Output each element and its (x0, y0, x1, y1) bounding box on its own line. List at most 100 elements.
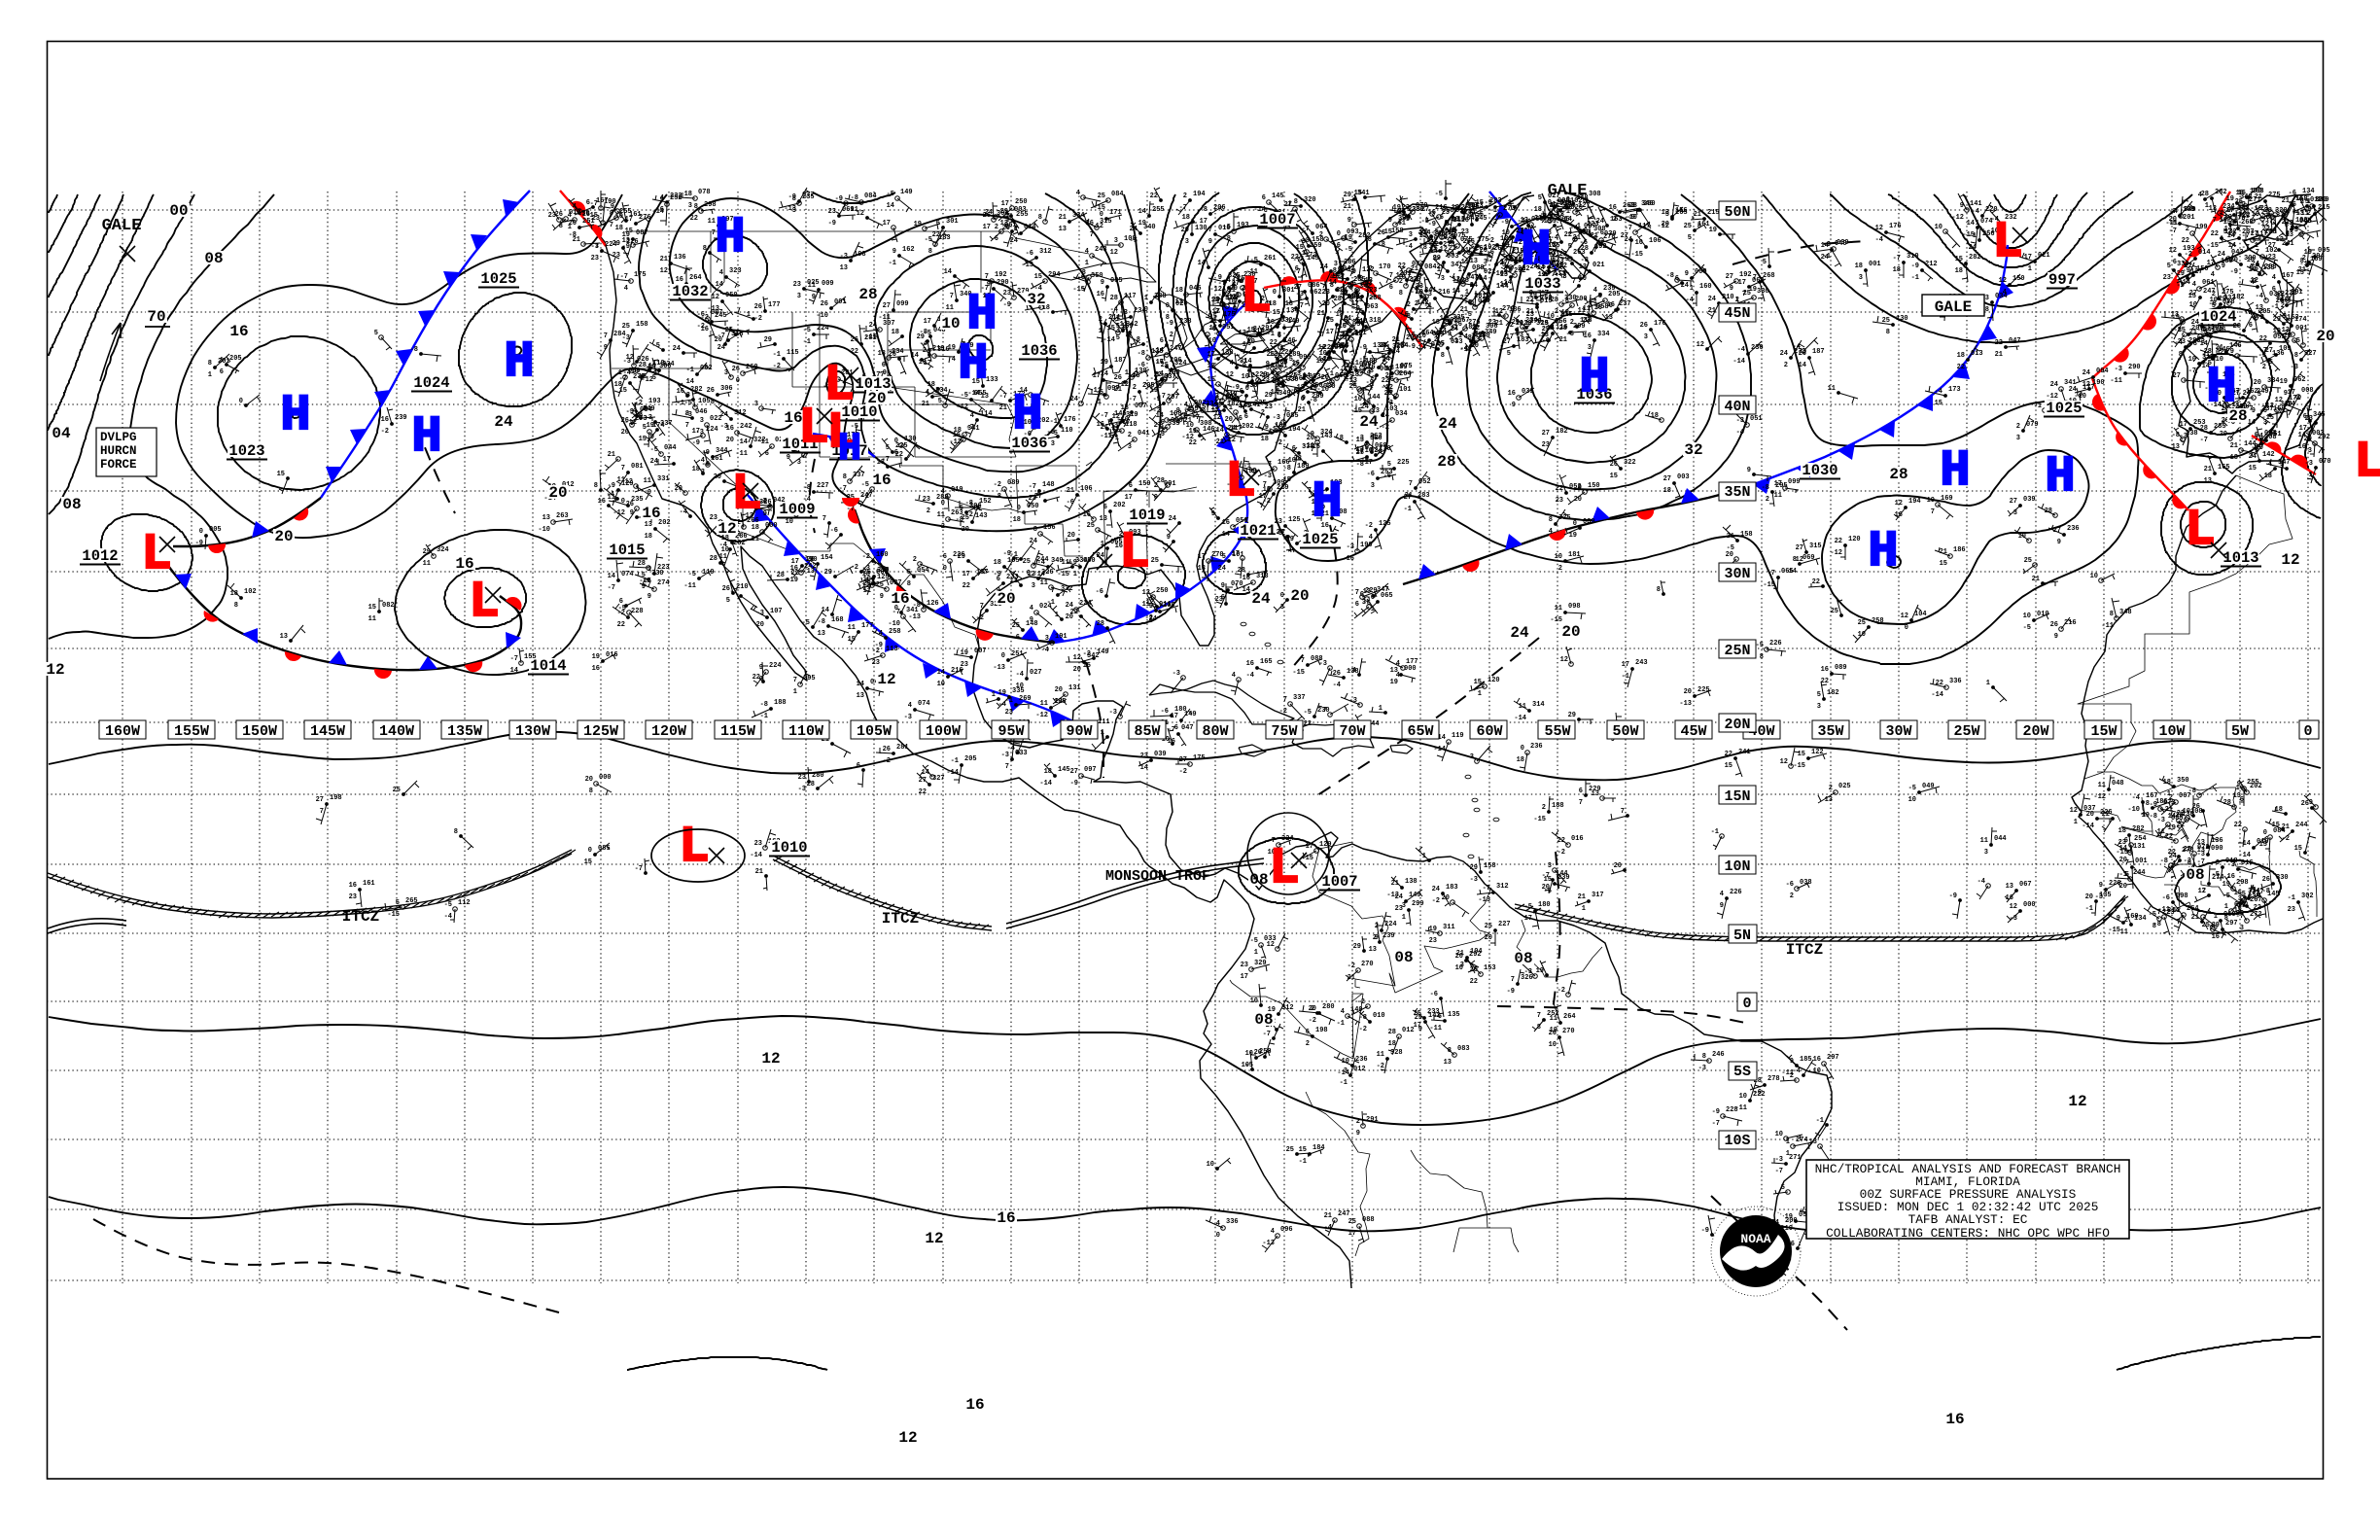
svg-text:014: 014 (1024, 224, 1036, 231)
svg-text:22: 22 (1270, 339, 1278, 347)
svg-text:110: 110 (1061, 427, 1073, 435)
svg-text:5: 5 (396, 899, 400, 907)
svg-text:15: 15 (1247, 327, 1255, 334)
svg-text:-4: -4 (1875, 236, 1883, 244)
svg-text:9: 9 (1356, 1130, 1360, 1138)
svg-text:064: 064 (1315, 224, 1328, 231)
svg-text:14: 14 (1140, 764, 1148, 772)
svg-text:070: 070 (1231, 580, 1243, 588)
svg-text:2: 2 (1289, 368, 1293, 375)
svg-text:326: 326 (759, 499, 772, 507)
svg-text:4: 4 (719, 269, 723, 277)
svg-text:098: 098 (2176, 892, 2188, 900)
svg-text:8: 8 (1166, 314, 1170, 322)
svg-text:24: 24 (2082, 369, 2090, 377)
svg-text:7: 7 (950, 293, 954, 300)
svg-text:-9: -9 (2304, 206, 2312, 214)
svg-text:089: 089 (1007, 479, 1020, 487)
svg-text:-5: -5 (861, 481, 869, 489)
svg-text:159: 159 (1138, 480, 1151, 488)
svg-text:141: 141 (1970, 200, 1982, 208)
svg-text:15: 15 (1283, 476, 1291, 484)
svg-text:1: 1 (1235, 470, 1239, 477)
svg-text:-10: -10 (2127, 806, 2140, 814)
svg-text:1: 1 (1582, 905, 1586, 913)
svg-text:192: 192 (995, 271, 1007, 279)
svg-text:16: 16 (1246, 660, 1254, 668)
svg-text:16: 16 (381, 416, 389, 424)
svg-text:19: 19 (2226, 195, 2234, 203)
svg-text:-13: -13 (707, 305, 719, 313)
svg-text:28: 28 (2200, 425, 2208, 433)
svg-text:264: 264 (689, 274, 702, 282)
svg-text:18: 18 (1261, 436, 1269, 443)
svg-text:9: 9 (2057, 539, 2061, 546)
svg-text:-7: -7 (644, 581, 651, 589)
svg-text:327: 327 (932, 775, 945, 783)
svg-text:9: 9 (1265, 424, 1269, 432)
svg-text:21: 21 (1461, 247, 1469, 255)
svg-text:246: 246 (1712, 1051, 1725, 1059)
svg-text:12: 12 (1121, 381, 1129, 389)
svg-text:12: 12 (660, 267, 668, 275)
svg-text:17: 17 (1524, 915, 1532, 923)
svg-text:062: 062 (700, 365, 713, 372)
svg-text:22: 22 (1150, 192, 1158, 200)
svg-text:24: 24 (1130, 226, 1138, 233)
svg-text:239: 239 (1382, 932, 1395, 940)
svg-text:329: 329 (1392, 343, 1405, 351)
svg-text:-6: -6 (1355, 275, 1363, 283)
svg-text:6: 6 (1174, 724, 1178, 732)
svg-text:16: 16 (1222, 519, 1230, 527)
svg-text:163: 163 (1610, 216, 1623, 224)
svg-text:258: 258 (889, 628, 901, 636)
svg-text:108: 108 (1335, 508, 1348, 516)
svg-text:341: 341 (1357, 190, 1370, 197)
svg-text:9: 9 (2117, 915, 2120, 923)
svg-text:116: 116 (1556, 324, 1568, 332)
svg-text:-1: -1 (2085, 905, 2093, 913)
svg-text:315: 315 (1100, 218, 1112, 226)
svg-text:-11: -11 (2299, 261, 2312, 268)
svg-text:348: 348 (2119, 609, 2132, 616)
svg-text:-8: -8 (2291, 352, 2298, 360)
svg-text:18: 18 (1893, 266, 1901, 274)
svg-text:-4: -4 (1330, 272, 1338, 280)
svg-text:85W: 85W (1134, 723, 1160, 740)
svg-text:9: 9 (1720, 902, 1724, 910)
svg-text:11: 11 (1555, 605, 1562, 612)
svg-text:24: 24 (718, 344, 725, 352)
svg-text:-15: -15 (1292, 669, 1305, 677)
svg-text:-8: -8 (1336, 435, 1344, 442)
svg-text:8: 8 (1452, 217, 1456, 225)
svg-text:247: 247 (860, 492, 873, 500)
svg-text:184: 184 (1462, 215, 1475, 223)
svg-text:-7: -7 (1293, 257, 1301, 264)
svg-text:20: 20 (2085, 893, 2093, 901)
svg-text:-8: -8 (913, 602, 921, 610)
svg-text:-9: -9 (994, 571, 1001, 578)
svg-text:-4: -4 (1016, 671, 1024, 679)
svg-text:0: 0 (1001, 652, 1005, 660)
svg-text:174: 174 (2294, 316, 2307, 324)
svg-text:12: 12 (1875, 225, 1883, 232)
svg-text:23: 23 (1402, 204, 1410, 212)
svg-text:H: H (280, 387, 310, 444)
svg-text:175: 175 (1477, 236, 1489, 244)
svg-text:22: 22 (617, 621, 625, 629)
svg-text:18: 18 (1208, 363, 1215, 370)
svg-text:306: 306 (969, 503, 982, 510)
svg-text:062: 062 (1310, 289, 1322, 297)
svg-text:25: 25 (2178, 327, 2186, 334)
svg-text:-7: -7 (1149, 604, 1157, 612)
svg-text:274: 274 (2212, 874, 2224, 882)
svg-text:23: 23 (1556, 497, 1563, 505)
svg-text:-3: -3 (1356, 435, 1364, 442)
svg-text:-1: -1 (2271, 303, 2279, 311)
svg-text:326: 326 (1041, 569, 1054, 577)
svg-text:-9: -9 (1359, 344, 1367, 352)
svg-text:12: 12 (877, 671, 895, 688)
svg-text:-8: -8 (818, 618, 825, 626)
svg-text:-7: -7 (1712, 1120, 1720, 1128)
svg-text:-3: -3 (1347, 543, 1354, 551)
